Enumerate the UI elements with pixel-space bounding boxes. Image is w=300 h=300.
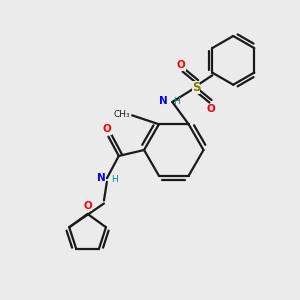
Text: CH₃: CH₃ (113, 110, 130, 119)
Text: O: O (207, 104, 215, 114)
Text: S: S (192, 81, 200, 94)
Text: H: H (173, 97, 180, 106)
Text: O: O (103, 124, 111, 134)
Text: N: N (97, 173, 105, 183)
Text: N: N (159, 96, 168, 106)
Text: H: H (111, 175, 118, 184)
Text: O: O (83, 201, 92, 211)
Text: O: O (177, 60, 186, 70)
